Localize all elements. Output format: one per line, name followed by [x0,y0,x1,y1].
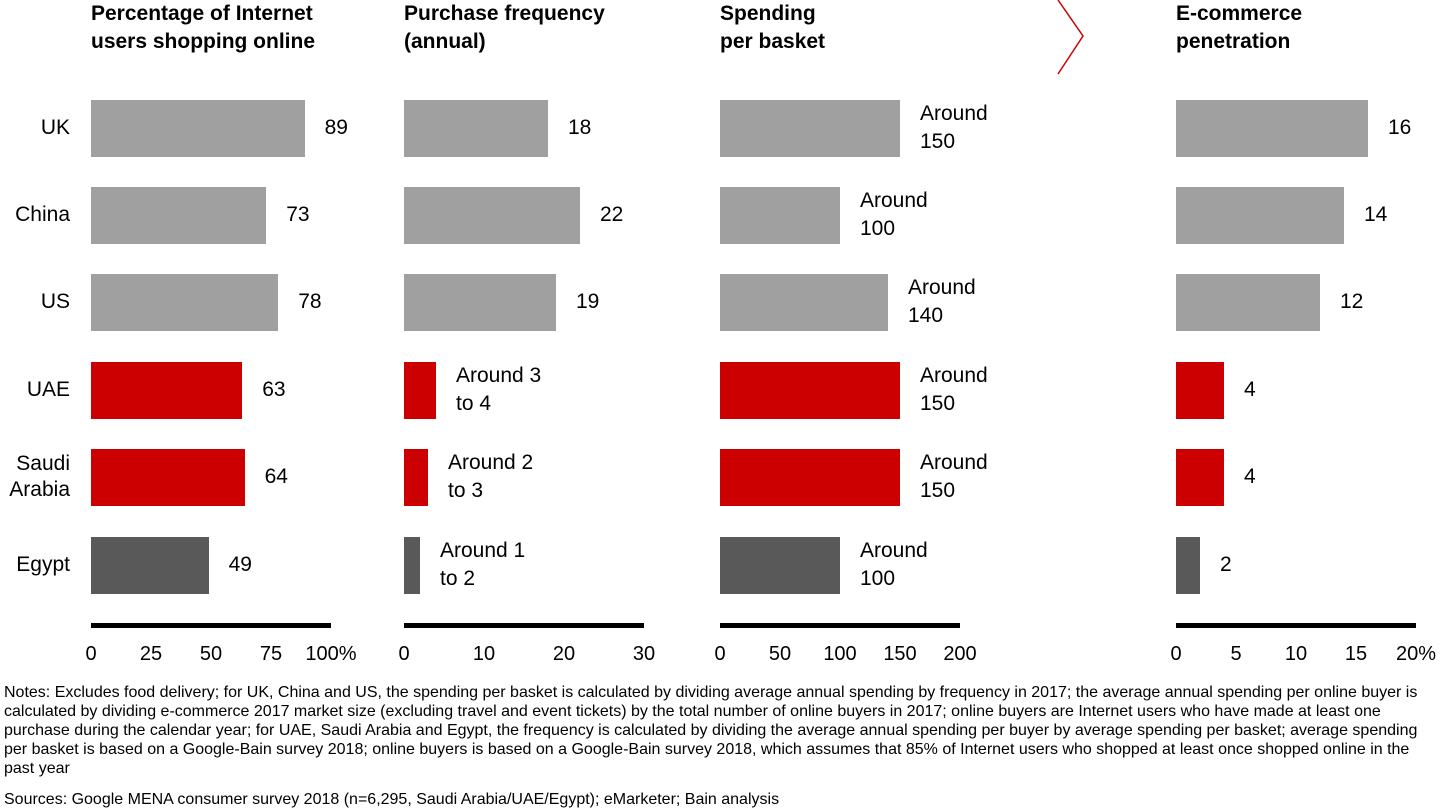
value-label: 19 [576,290,600,313]
category-label: Egypt [16,553,70,576]
x-tick-label: 150 [883,643,917,665]
x-tick-label: 100 [823,643,857,665]
value-label: 4 [1244,378,1256,401]
category-label: UAE [26,378,70,401]
bar [404,99,548,157]
x-tick-label: 20% [1395,643,1437,665]
x-tick-label: 0 [85,643,97,665]
bar [91,448,245,506]
axis-line [91,623,331,628]
value-label: 64 [264,465,288,488]
x-tick-label: 0 [398,643,410,665]
value-label: 14 [1364,203,1388,226]
chevron-line [1057,0,1084,75]
bar [404,186,580,244]
chart-title: Percentage of Internet users shopping on… [91,2,316,53]
bar [720,361,900,419]
bar [404,536,420,594]
x-tick-label: 5 [1230,643,1242,665]
axis-line [1176,623,1416,628]
x-tick-label: 10 [1284,643,1308,665]
bar [720,273,888,331]
value-label: Around 150 [920,451,988,502]
value-label: 16 [1388,116,1412,139]
value-label: 12 [1340,290,1364,313]
value-label: Around 2 to 3 [448,451,534,502]
bar [1176,448,1224,506]
value-label: Around 150 [920,102,988,153]
value-label: Around 150 [920,364,988,415]
bar [720,99,900,157]
value-label: Around 3 to 4 [456,364,542,415]
chart-title: E-commerce penetration [1176,2,1303,53]
bar [1176,99,1368,157]
bar [91,361,243,419]
x-tick-label: 20 [552,643,576,665]
chart-title: Spending per basket [720,2,826,53]
value-label: Around 100 [860,189,928,240]
bar [1176,186,1344,244]
chevron [1057,0,1084,75]
bar [404,273,556,331]
x-tick-label: 200 [943,643,977,665]
value-label: 18 [568,116,592,139]
value-label: 2 [1220,553,1232,576]
category-label: China [15,203,70,226]
bar [91,536,209,594]
axis-line [720,623,960,628]
x-tick-label: 75 [259,643,283,665]
value-label: 22 [600,203,624,226]
x-tick-label: 25 [139,643,163,665]
category-label: UK [40,116,70,139]
value-label: Around 100 [860,539,928,590]
notes: Notes: Excludes food delivery; for UK, C… [4,684,1418,777]
x-tick-label: 0 [714,643,726,665]
bar [91,99,305,157]
value-label: Around 140 [908,276,976,327]
sources: Sources: Google MENA consumer survey 201… [4,791,780,808]
x-tick-label: 50 [768,643,792,665]
category-label: US [40,290,70,313]
value-label: 73 [286,203,310,226]
bar [1176,273,1320,331]
bar [720,448,900,506]
axis-line [404,623,644,628]
bar [1176,536,1200,594]
bar [720,536,840,594]
category-label: Saudi Arabia [9,452,70,501]
bar [1176,361,1224,419]
bar [404,448,428,506]
x-tick-label: 100% [305,643,357,665]
x-tick-label: 15 [1344,643,1368,665]
x-tick-label: 0 [1170,643,1182,665]
value-label: 78 [298,290,322,313]
x-tick-label: 50 [199,643,223,665]
bar [91,186,267,244]
bar [91,273,279,331]
value-label: 89 [324,116,348,139]
value-label: Around 1 to 2 [440,539,526,590]
x-tick-label: 30 [632,643,656,665]
bar [720,186,840,244]
value-label: 49 [228,553,252,576]
bar [404,361,436,419]
x-tick-label: 10 [472,643,496,665]
chart-title: Purchase frequency (annual) [404,2,605,53]
value-label: 4 [1244,465,1256,488]
value-label: 63 [262,378,286,401]
